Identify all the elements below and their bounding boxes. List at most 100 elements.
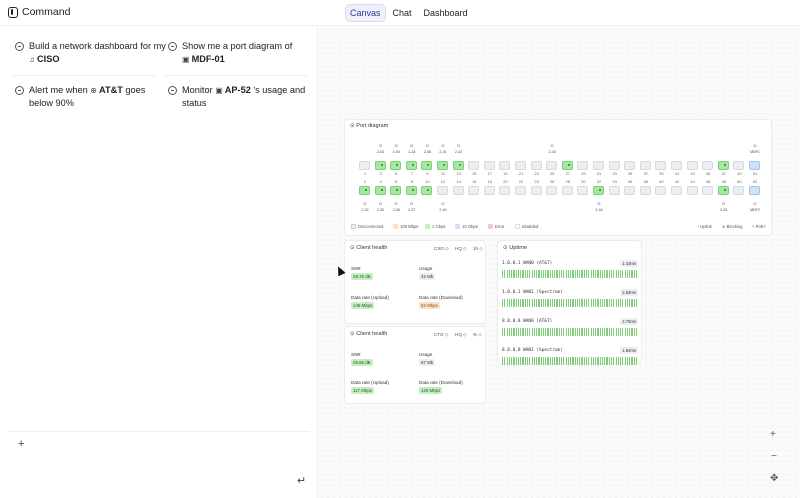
port-16[interactable] [468, 186, 480, 195]
port-4[interactable] [374, 186, 386, 195]
port-25[interactable] [546, 161, 558, 170]
uptime-bar [599, 270, 601, 278]
uptime-bar [610, 328, 613, 336]
suggestion-port-diagram[interactable]: Show me a port diagram of ▣ MDF-01 [168, 40, 322, 66]
uptime-bar [551, 270, 554, 278]
composer[interactable]: + ↵ [8, 431, 310, 489]
port-9[interactable] [421, 161, 433, 170]
port-17[interactable] [483, 161, 495, 170]
port-22[interactable] [515, 186, 526, 195]
port-44[interactable] [686, 186, 698, 195]
port-12[interactable] [437, 186, 448, 195]
port-42[interactable] [671, 186, 682, 195]
port-23[interactable] [530, 161, 542, 170]
port-11[interactable] [437, 161, 448, 170]
device-icon: ▣ [182, 55, 190, 64]
port-51[interactable] [749, 161, 760, 170]
uptime-target: 1.0.0.1 WAN0 (AT&T) [502, 261, 553, 266]
zoom-out-button[interactable]: − [771, 451, 777, 462]
port-1[interactable] [359, 161, 370, 170]
port-15[interactable] [468, 161, 480, 170]
suggestion-alert[interactable]: Alert me when ⊕ AT&T goes below 90% [15, 84, 169, 110]
port-31[interactable] [593, 161, 604, 170]
port-number: 31 [596, 171, 602, 176]
port-5[interactable] [390, 161, 402, 170]
port-7[interactable] [405, 161, 417, 170]
uptime-bar [626, 299, 629, 307]
port-3[interactable] [374, 161, 386, 170]
zoom-in-button[interactable]: + [770, 429, 776, 440]
filter-range[interactable]: % ◇ [473, 332, 482, 337]
uptime-bar [633, 357, 635, 365]
port-13[interactable] [452, 161, 464, 170]
port-20[interactable] [499, 186, 511, 195]
port-device-label: ⊡ [410, 144, 414, 148]
uptime-bar [545, 299, 547, 307]
port-33[interactable] [608, 161, 620, 170]
device-icon: ▣ [215, 86, 223, 95]
port-52[interactable] [749, 186, 760, 195]
port-30[interactable] [577, 186, 589, 195]
port-47[interactable] [717, 161, 729, 170]
client-health-card[interactable]: ⊙ Client health CTO ◇ HQ ◇ % ◇ SNR 29.66… [344, 326, 486, 404]
port-34[interactable] [608, 186, 620, 195]
port-8[interactable] [405, 186, 417, 195]
uptime-bar [556, 357, 558, 365]
uptime-card[interactable]: ⊙ Uptime 1.0.0.1 WAN0 (AT&T) 1.43ms 1.0.… [497, 240, 642, 365]
port-37[interactable] [639, 161, 651, 170]
tab-canvas[interactable]: Canvas [345, 4, 386, 22]
port-50[interactable] [733, 186, 745, 195]
port-diagram-card[interactable]: ⊙ Port diagram 1 2 3 4 5 6 7 8 9 10 11 12 13 14 15 16 17… [344, 119, 772, 236]
tab-dashboard[interactable]: Dashboard [423, 8, 468, 18]
port-39[interactable] [655, 161, 667, 170]
port-40[interactable] [655, 186, 667, 195]
port-35[interactable] [624, 161, 636, 170]
uptime-target: 8.8.8.8 WAN0 (AT&T) [502, 319, 553, 324]
port-45[interactable] [702, 161, 714, 170]
filter-site[interactable]: HQ ◇ [455, 332, 467, 337]
uptime-bar [515, 357, 517, 365]
port-device-label: 2-45 [720, 208, 728, 212]
port-24[interactable] [530, 186, 542, 195]
uptime-bar [626, 357, 629, 365]
port-49[interactable] [733, 161, 745, 170]
suggestion-network-dashboard[interactable]: Build a network dashboard for my ♫ CISO [15, 40, 169, 66]
port-10[interactable] [421, 186, 433, 195]
uptime-bar [538, 299, 540, 307]
port-14[interactable] [452, 186, 464, 195]
port-21[interactable] [515, 161, 526, 170]
port-6[interactable] [390, 186, 402, 195]
suggestion-monitor[interactable]: Monitor ▣ AP-52 's usage and status [168, 84, 322, 110]
port-number: 15 [471, 171, 477, 176]
port-43[interactable] [686, 161, 698, 170]
port-device-label: ⊡ [457, 144, 461, 148]
port-27[interactable] [561, 161, 573, 170]
uptime-bar [592, 357, 594, 365]
uptime-bar [511, 299, 513, 307]
filter-role[interactable]: CSO ◇ [434, 246, 449, 251]
canvas[interactable]: ⊙ Port diagram 1 2 3 4 5 6 7 8 9 10 11 12 13 14 15 16 17… [319, 27, 800, 498]
port-18[interactable] [483, 186, 495, 195]
port-29[interactable] [577, 161, 589, 170]
port-26[interactable] [546, 186, 558, 195]
filter-role[interactable]: CTO ◇ [434, 332, 449, 337]
tab-chat[interactable]: Chat [392, 8, 412, 18]
send-button[interactable]: ↵ [297, 475, 307, 487]
uptime-bar [626, 270, 629, 278]
client-health-card[interactable]: ⊙ Client health CSO ◇ HQ ◇ 1h ◇ SNR 28.7… [344, 240, 486, 324]
port-38[interactable] [639, 186, 651, 195]
port-46[interactable] [702, 186, 714, 195]
port-2[interactable] [359, 186, 370, 195]
uptime-latency: 1.43ms [620, 260, 638, 267]
filter-site[interactable]: HQ ◇ [455, 246, 467, 251]
uptime-bar [561, 270, 563, 278]
port-48[interactable] [717, 186, 729, 195]
port-36[interactable] [624, 186, 636, 195]
filter-range[interactable]: 1h ◇ [473, 246, 483, 251]
port-32[interactable] [593, 186, 604, 195]
add-attachment-button[interactable]: + [18, 438, 25, 450]
fit-view-button[interactable]: ✥ [770, 473, 779, 484]
port-41[interactable] [671, 161, 682, 170]
port-28[interactable] [561, 186, 573, 195]
port-19[interactable] [499, 161, 511, 170]
